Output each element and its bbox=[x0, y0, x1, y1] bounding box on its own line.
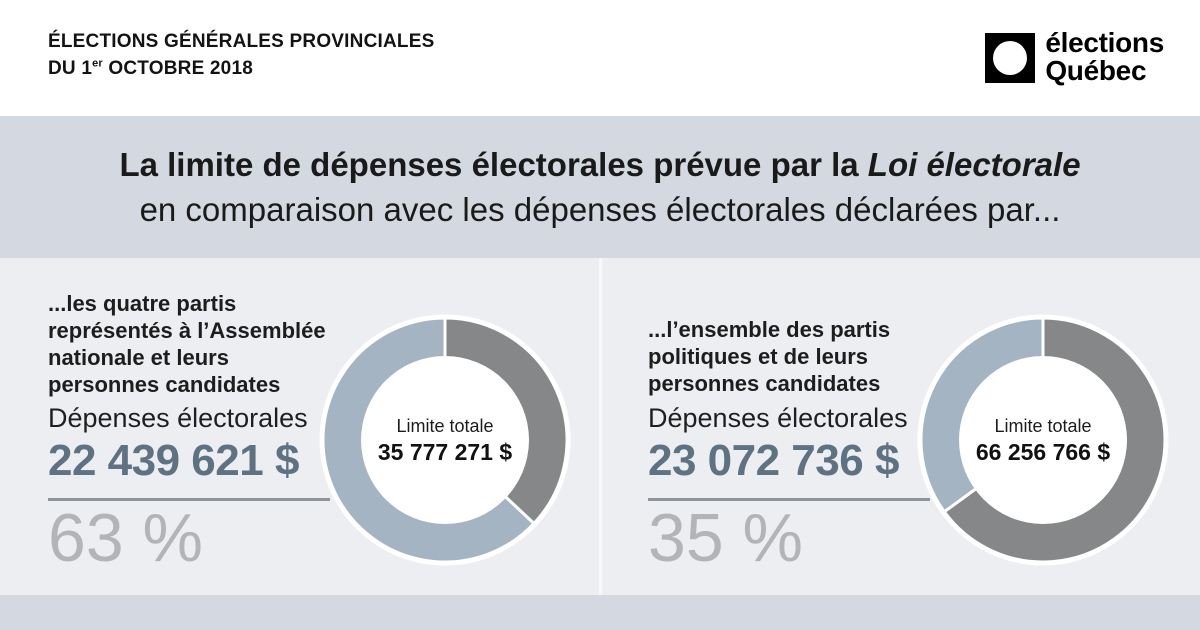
donut-svg-holder bbox=[913, 310, 1173, 570]
expenses-label: Dépenses électorales bbox=[48, 403, 308, 433]
expenses-label: Dépenses électorales bbox=[648, 403, 908, 433]
logo-line2: Québec bbox=[1045, 55, 1147, 86]
main-title-line2: en comparaison avec les dépenses élector… bbox=[139, 191, 1061, 228]
elections-quebec-logo: élections Québec bbox=[985, 24, 1164, 85]
panel-all-parties: ...l’ensemble des partis politiques et d… bbox=[602, 258, 1200, 595]
panel-heading: ...les quatre partis représentés à l’Ass… bbox=[48, 290, 378, 398]
donut-svg bbox=[917, 314, 1169, 566]
heading-line: nationale et leurs bbox=[48, 345, 229, 370]
title-band: La limite de dépenses électorales prévue… bbox=[0, 116, 1200, 258]
kicker-line1: ÉLECTIONS GÉNÉRALES PROVINCIALES bbox=[48, 31, 435, 52]
divider-rule bbox=[48, 498, 330, 501]
heading-line: ...l’ensemble des partis bbox=[648, 317, 891, 342]
heading-line: ...les quatre partis bbox=[48, 291, 237, 316]
panels-row: ...les quatre partis représentés à l’Ass… bbox=[0, 258, 1200, 595]
heading-line: politiques et de leurs bbox=[648, 344, 869, 369]
percent-value: 35 % bbox=[648, 500, 803, 576]
main-title-line1: La limite de dépenses électorales prévue… bbox=[119, 146, 1081, 183]
expenses-value: 23 072 736 $ bbox=[648, 436, 899, 485]
expenses-value: 22 439 621 $ bbox=[48, 436, 299, 485]
divider-rule bbox=[648, 498, 930, 501]
heading-line: personnes candidates bbox=[648, 371, 881, 396]
footer-band bbox=[0, 595, 1200, 630]
donut-svg bbox=[319, 314, 571, 566]
kicker-line2: DU 1er OCTOBRE 2018 bbox=[48, 57, 253, 79]
ordinal-sup: er bbox=[92, 57, 103, 70]
donut-svg-holder bbox=[315, 310, 575, 570]
donut-chart: Limite totale 35 777 271 $ bbox=[315, 310, 575, 570]
heading-line: représentés à l’Assemblée bbox=[48, 318, 326, 343]
law-name-italic: Loi électorale bbox=[867, 146, 1081, 183]
donut-chart: Limite totale 66 256 766 $ bbox=[913, 310, 1173, 570]
logo-line1: élections bbox=[1045, 27, 1164, 58]
logo-wordmark: élections Québec bbox=[1045, 29, 1164, 85]
logo-square-mark bbox=[985, 33, 1036, 83]
panel-assembly-parties: ...les quatre partis représentés à l’Ass… bbox=[0, 258, 599, 595]
panel-heading: ...l’ensemble des partis politiques et d… bbox=[648, 316, 978, 397]
heading-line: personnes candidates bbox=[48, 372, 281, 397]
header-bar: ÉLECTIONS GÉNÉRALES PROVINCIALES DU 1er … bbox=[0, 0, 1200, 116]
logo-circle-icon bbox=[993, 41, 1028, 75]
percent-value: 63 % bbox=[48, 500, 203, 576]
election-kicker: ÉLECTIONS GÉNÉRALES PROVINCIALES DU 1er … bbox=[48, 28, 434, 82]
